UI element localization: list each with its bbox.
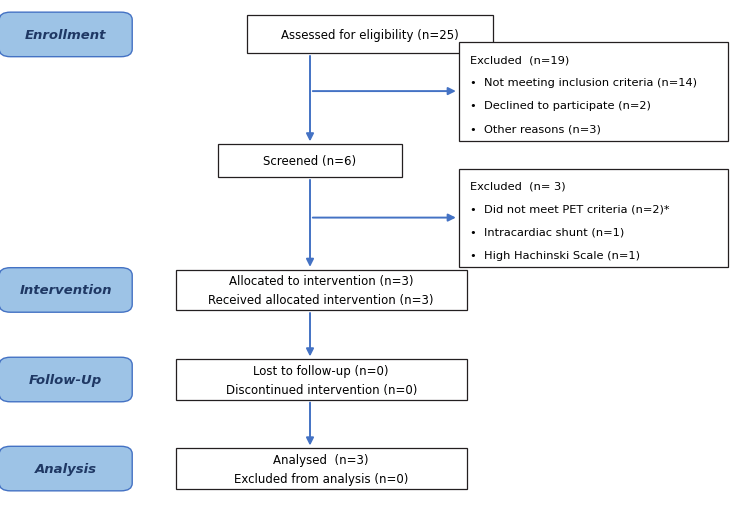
Text: Lost to follow-up (n=0)
Discontinued intervention (n=0): Lost to follow-up (n=0) Discontinued int… [226, 364, 417, 396]
Text: Screened (n=6): Screened (n=6) [264, 155, 356, 168]
Text: Excluded  (n= 3): Excluded (n= 3) [470, 181, 565, 191]
Text: •  Did not meet PET criteria (n=2)*: • Did not meet PET criteria (n=2)* [470, 204, 669, 214]
FancyBboxPatch shape [247, 16, 493, 54]
Text: Analysis: Analysis [35, 462, 96, 475]
Text: Excluded  (n=19): Excluded (n=19) [470, 55, 569, 65]
Text: Enrollment: Enrollment [25, 29, 107, 42]
Text: •  Not meeting inclusion criteria (n=14): • Not meeting inclusion criteria (n=14) [470, 78, 697, 88]
FancyBboxPatch shape [0, 268, 132, 313]
FancyBboxPatch shape [176, 270, 467, 311]
Text: Intervention: Intervention [19, 284, 112, 297]
FancyBboxPatch shape [176, 448, 467, 489]
FancyBboxPatch shape [0, 446, 132, 491]
Text: Analysed  (n=3)
Excluded from analysis (n=0): Analysed (n=3) Excluded from analysis (n… [234, 452, 409, 485]
Text: Follow-Up: Follow-Up [29, 373, 102, 386]
FancyBboxPatch shape [0, 358, 132, 402]
FancyBboxPatch shape [176, 360, 467, 400]
Text: •  High Hachinski Scale (n=1): • High Hachinski Scale (n=1) [470, 250, 640, 260]
Text: Assessed for eligibility (n=25): Assessed for eligibility (n=25) [281, 29, 459, 42]
FancyBboxPatch shape [218, 145, 402, 178]
Text: •  Declined to participate (n=2): • Declined to participate (n=2) [470, 101, 651, 111]
Text: Allocated to intervention (n=3)
Received allocated intervention (n=3): Allocated to intervention (n=3) Received… [208, 274, 434, 307]
Text: •  Intracardiac shunt (n=1): • Intracardiac shunt (n=1) [470, 227, 624, 237]
Text: •  Other reasons (n=3): • Other reasons (n=3) [470, 124, 601, 134]
FancyBboxPatch shape [0, 13, 132, 58]
FancyBboxPatch shape [459, 43, 728, 141]
FancyBboxPatch shape [459, 169, 728, 268]
